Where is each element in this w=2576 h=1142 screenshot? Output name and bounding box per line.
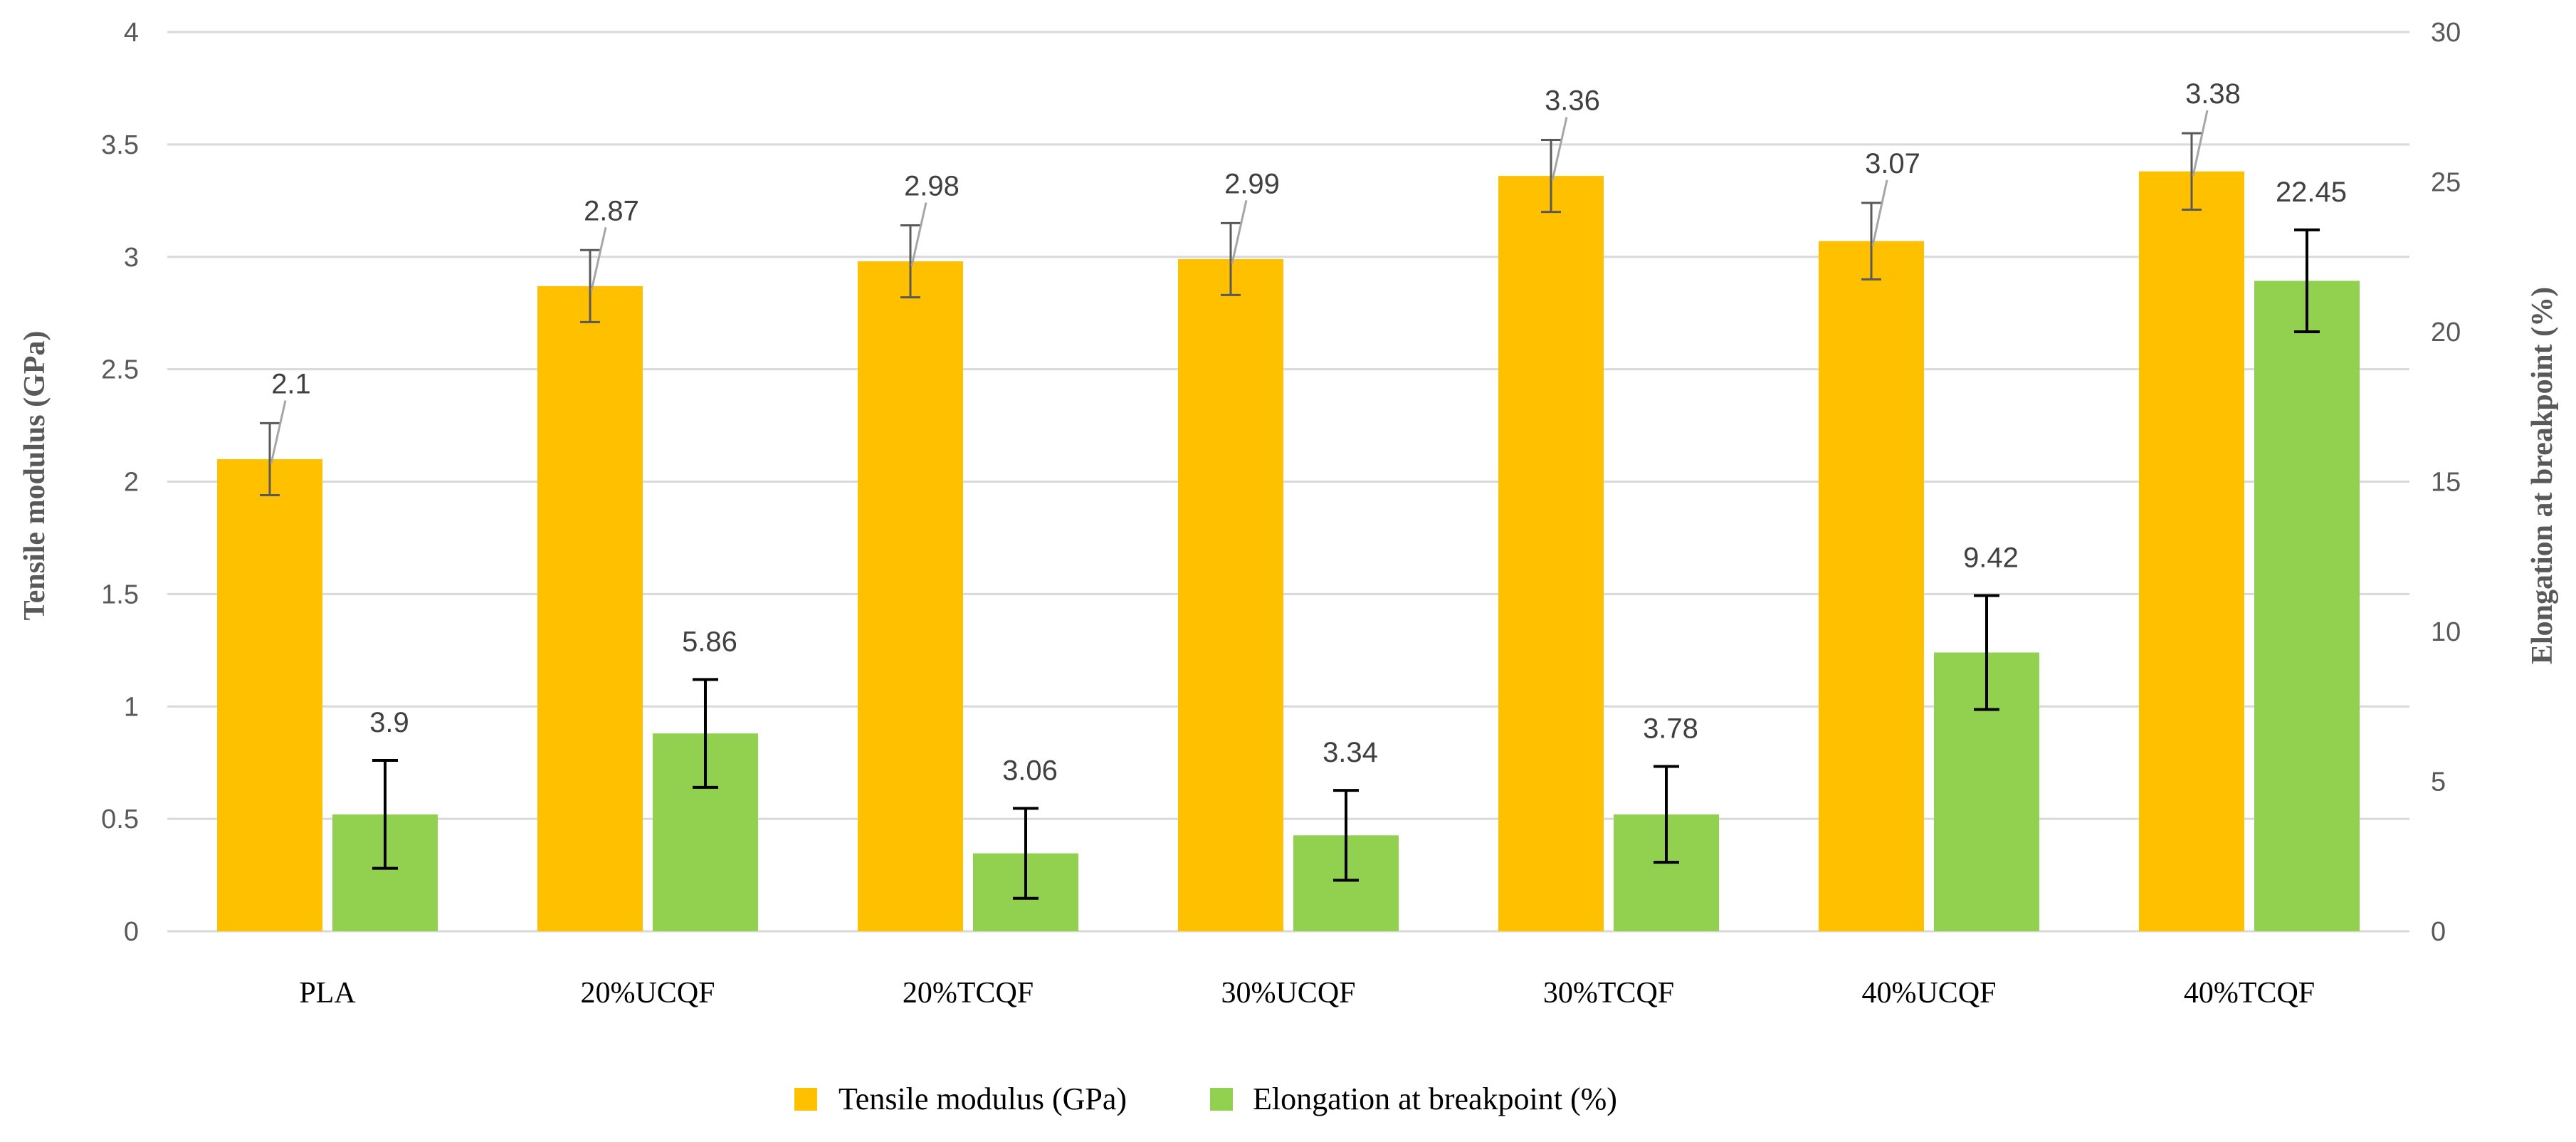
- y-left-tick-label: 2: [124, 468, 139, 498]
- tensile-value-label-1: 2.87: [584, 195, 639, 226]
- tensile-value-label-3: 2.99: [1224, 168, 1280, 199]
- y-axis-left-title: Tensile modulus (GPa): [19, 331, 51, 621]
- legend-label-tensile: Tensile modulus (GPa): [838, 1081, 1127, 1116]
- category-label-0: PLA: [299, 977, 356, 1010]
- y-right-tick-label: 25: [2431, 168, 2461, 198]
- y-left-tick-label: 2.5: [101, 355, 139, 385]
- category-label-5: 40%UCQF: [1861, 977, 1996, 1010]
- elongation-value-label-0: 3.9: [369, 707, 409, 738]
- elongation-value-label-5: 9.42: [1963, 542, 2019, 573]
- left-axis-ticks: 0 0.5 1 1.5 2 2.5 3 3.5 4: [101, 18, 139, 947]
- y-left-tick-label: 1: [124, 692, 139, 722]
- y-left-tick-label: 3.5: [101, 130, 139, 160]
- y-right-tick-label: 30: [2431, 18, 2461, 48]
- tensile-value-label-5: 3.07: [1865, 148, 1920, 179]
- legend-label-elongation: Elongation at breakpoint (%): [1253, 1081, 1617, 1116]
- legend-swatch-tensile: [794, 1088, 817, 1111]
- tensile-bar-2: [858, 261, 963, 931]
- label-leader-line: [1551, 117, 1568, 181]
- y-axis-right-title: Elongation at breakpoint (%): [2526, 287, 2559, 664]
- tensile-value-label-0: 2.1: [271, 368, 311, 399]
- elongation-value-label-3: 3.34: [1323, 737, 1378, 768]
- y-right-tick-label: 5: [2431, 768, 2446, 797]
- category-label-6: 40%TCQF: [2184, 977, 2315, 1010]
- y-left-tick-label: 0.5: [101, 805, 139, 834]
- category-label-2: 20%TCQF: [903, 977, 1034, 1010]
- elongation-value-label-4: 3.78: [1643, 713, 1698, 744]
- category-label-3: 30%UCQF: [1221, 977, 1355, 1010]
- y-right-tick-label: 20: [2431, 318, 2461, 347]
- legend-swatch-elongation: [1210, 1088, 1233, 1111]
- y-left-tick-label: 4: [124, 18, 139, 48]
- gridlines: [167, 31, 2409, 933]
- label-leader-line: [590, 226, 607, 291]
- y-right-tick-label: 10: [2431, 617, 2461, 647]
- right-axis-ticks: 0 5 10 15 20 25 30: [2431, 18, 2461, 947]
- tensile-value-label-2: 2.98: [904, 171, 960, 202]
- elongation-value-label-1: 5.86: [682, 626, 737, 657]
- tensile-bar-3: [1178, 258, 1283, 932]
- elongation-bar-6: [2254, 281, 2360, 931]
- label-leader-line: [270, 400, 287, 464]
- y-right-tick-label: 0: [2431, 917, 2446, 947]
- data-labels: 2.1 3.9 2.87 5.86 2.98 3.06 2.99 3.34 3.36 3.78 3.…: [271, 78, 2347, 786]
- tensile-bar-1: [537, 286, 643, 931]
- bars: [217, 171, 2360, 932]
- category-label-1: 20%UCQF: [580, 977, 715, 1010]
- y-right-tick-label: 15: [2431, 468, 2461, 498]
- elongation-value-label-6: 22.45: [2276, 177, 2347, 208]
- label-leader-lines: [270, 110, 2209, 464]
- legend: Tensile modulus (GPa) Elongation at brea…: [794, 1081, 1617, 1116]
- y-left-tick-label: 0: [124, 917, 139, 947]
- tensile-value-label-6: 3.38: [2185, 78, 2241, 110]
- label-leader-line: [2192, 110, 2209, 177]
- label-leader-line: [1871, 179, 1888, 246]
- tensile-bar-0: [217, 459, 322, 931]
- elongation-value-label-2: 3.06: [1002, 755, 1058, 786]
- tensile-value-label-4: 3.36: [1545, 85, 1600, 117]
- tensile-bar-5: [1819, 241, 1924, 932]
- error-bars: [260, 132, 2320, 900]
- tensile-bar-4: [1498, 176, 1604, 932]
- tensile-bar-6: [2139, 171, 2244, 931]
- category-labels: PLA 20%UCQF 20%TCQF 30%UCQF 30%TCQF 40%UCQF 40…: [299, 977, 2315, 1010]
- y-left-tick-label: 3: [124, 243, 139, 273]
- y-left-tick-label: 1.5: [101, 580, 139, 609]
- label-leader-line: [910, 202, 927, 266]
- category-label-4: 30%TCQF: [1543, 977, 1674, 1010]
- label-leader-line: [1231, 200, 1248, 264]
